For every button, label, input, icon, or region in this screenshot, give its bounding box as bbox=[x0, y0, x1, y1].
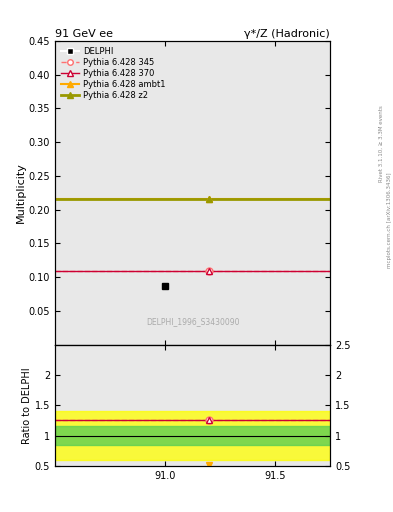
Text: DELPHI_1996_S3430090: DELPHI_1996_S3430090 bbox=[146, 317, 239, 326]
Text: γ*/Z (Hadronic): γ*/Z (Hadronic) bbox=[244, 29, 330, 39]
Legend: DELPHI, Pythia 6.428 345, Pythia 6.428 370, Pythia 6.428 ambt1, Pythia 6.428 z2: DELPHI, Pythia 6.428 345, Pythia 6.428 3… bbox=[57, 44, 169, 103]
Y-axis label: Ratio to DELPHI: Ratio to DELPHI bbox=[22, 367, 32, 443]
Text: 91 GeV ee: 91 GeV ee bbox=[55, 29, 113, 39]
Bar bbox=[55, 411, 330, 460]
Text: Rivet 3.1.10, ≥ 3.3M events: Rivet 3.1.10, ≥ 3.3M events bbox=[379, 105, 384, 182]
Text: mcplots.cern.ch [arXiv:1306.3436]: mcplots.cern.ch [arXiv:1306.3436] bbox=[387, 173, 391, 268]
Bar bbox=[55, 426, 330, 444]
Y-axis label: Multiplicity: Multiplicity bbox=[16, 162, 26, 223]
